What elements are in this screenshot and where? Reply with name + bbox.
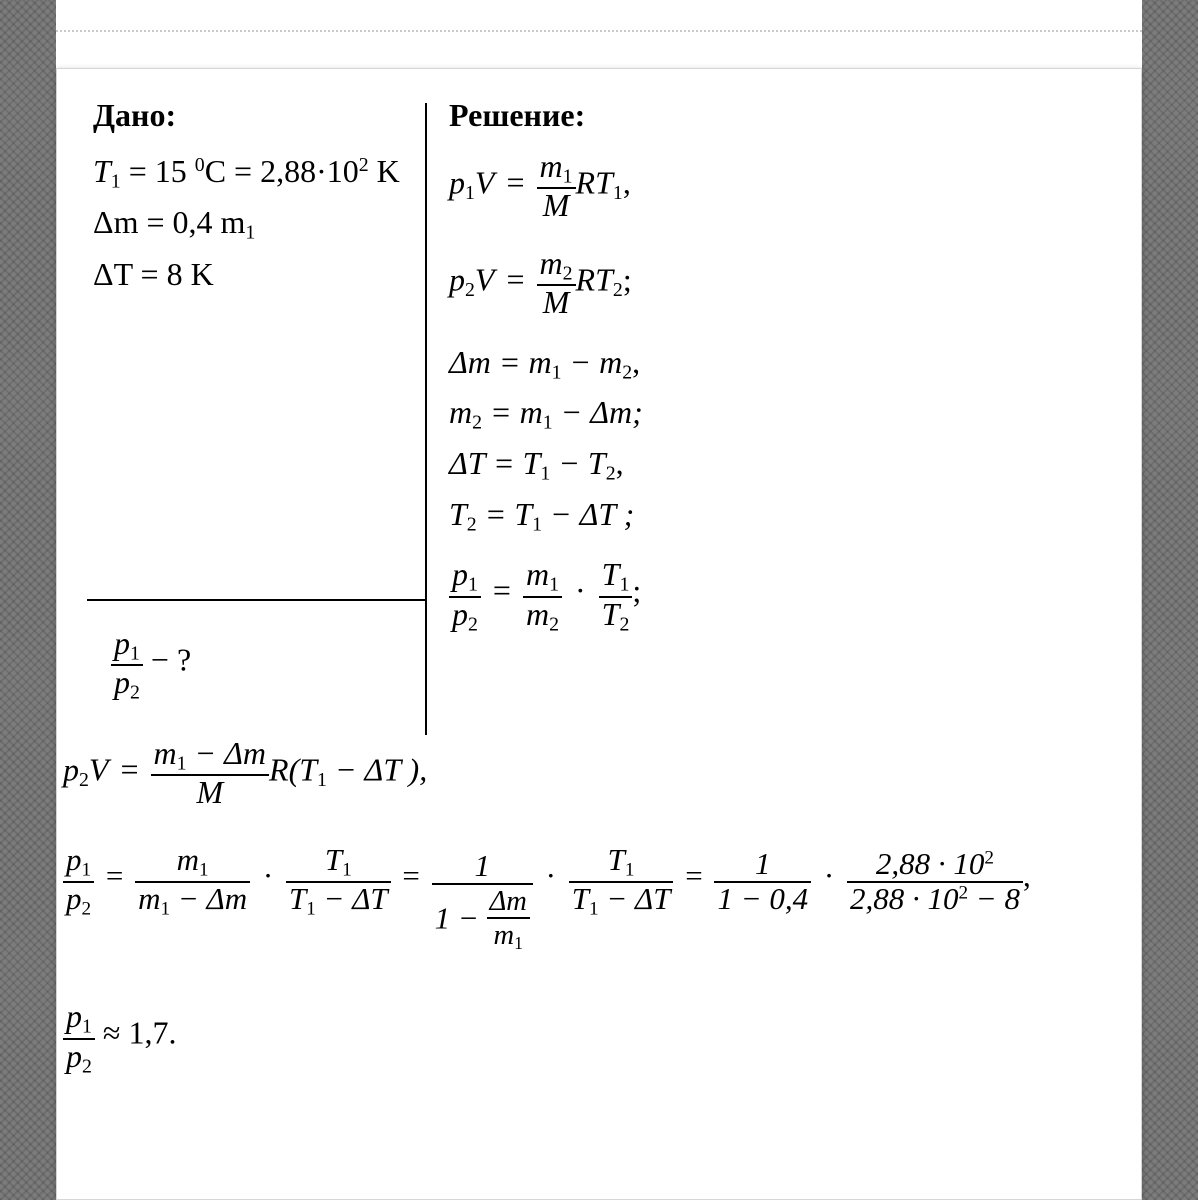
document-sheet: Дано: T1 = 15 0C = 2,88·102 K Δm = 0,4 m… bbox=[56, 68, 1142, 1200]
solution-eq-1: p1V = m1 M RT1, bbox=[449, 150, 1109, 223]
derivation-eq-9: p1 p2 = m1 m1 − Δm · T1 T1 − ΔT = 1 1 − … bbox=[63, 844, 1135, 952]
solution-eq-5: ΔT = T1 − T2, bbox=[449, 445, 1109, 486]
given-heading: Дано: bbox=[93, 97, 413, 134]
given-line-3: ΔT = 8 K bbox=[93, 253, 413, 296]
result-eq: p1 p2 ≈ 1,7. bbox=[63, 1000, 1135, 1077]
solution-eq-7: p1 p2 = m1 m2 · T1 T2 ; bbox=[449, 558, 1109, 635]
solution-eq-6: T2 = T1 − ΔT ; bbox=[449, 496, 1109, 537]
find-expression: p1 p2 − ? bbox=[111, 627, 411, 704]
given-line-2: Δm = 0,4 m1 bbox=[93, 201, 413, 246]
solution-heading: Решение: bbox=[449, 97, 1109, 134]
horizontal-rule bbox=[87, 599, 425, 601]
given-line-1: T1 = 15 0C = 2,88·102 K bbox=[93, 150, 413, 195]
derivation-eq-8: p2V = m1 − Δm M R(T1 − ΔT ), bbox=[63, 737, 1135, 810]
vertical-rule bbox=[425, 103, 427, 735]
solution-eq-2: p2V = m2 M RT2; bbox=[449, 247, 1109, 320]
solution-eq-3: Δm = m1 − m2, bbox=[449, 344, 1109, 385]
solution-eq-4: m2 = m1 − Δm; bbox=[449, 394, 1109, 435]
